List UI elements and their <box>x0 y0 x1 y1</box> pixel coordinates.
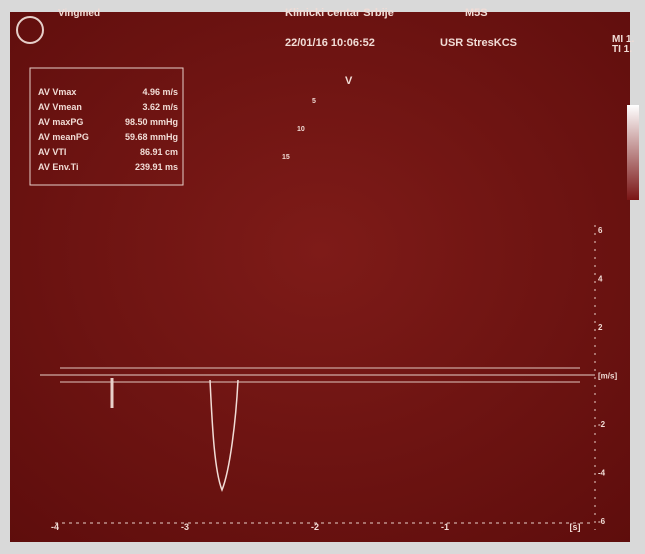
depth-label: 5 <box>312 98 316 105</box>
ultrasound-screen: Vingmed Klinicki centar Srbije 22/01/16 10… <box>0 0 645 549</box>
velocity-label: -2 <box>598 420 606 429</box>
measurement-value: 4.96 m/s <box>142 87 178 97</box>
probe: M5S <box>465 7 488 19</box>
measurement-value: 86.91 cm <box>140 147 178 157</box>
measurement-label: AV meanPG <box>38 132 89 142</box>
time-label: [s] <box>570 522 581 532</box>
time-label: -4 <box>51 522 59 532</box>
velocity-label: 6 <box>598 226 603 235</box>
display-area <box>10 12 630 542</box>
measurement-label: AV Vmean <box>38 102 82 112</box>
time-label: -2 <box>311 522 319 532</box>
measurement-value: 98.50 mmHg <box>125 117 178 127</box>
measurement-value: 3.62 m/s <box>142 102 178 112</box>
measurement-label: AV maxPG <box>38 117 83 127</box>
velocity-label: -6 <box>598 517 606 526</box>
system-name: Vingmed <box>58 8 100 19</box>
velocity-label: -4 <box>598 469 606 478</box>
measurement-label: AV Env.Ti <box>38 162 79 172</box>
velocity-label: 2 <box>598 323 603 332</box>
depth-label: 10 <box>297 126 305 133</box>
velocity-label: [m/s] <box>598 372 617 381</box>
measurement-label: AV VTI <box>38 147 66 157</box>
datetime: 22/01/16 10:06:52 <box>285 37 375 49</box>
measurement-label: AV Vmax <box>38 87 76 97</box>
ti: TI 1. <box>612 44 632 55</box>
gray-bar <box>627 105 639 200</box>
measurement-value: 59.68 mmHg <box>125 132 178 142</box>
time-label: -1 <box>441 522 449 532</box>
page: { "header": { "system": "Vingmed", "hosp… <box>0 0 645 549</box>
preset: USR StresKCS <box>440 37 517 49</box>
measurement-value: 239.91 ms <box>135 162 178 172</box>
time-label: -3 <box>181 522 189 532</box>
velocity-label: 4 <box>598 275 603 284</box>
view-label: V <box>345 75 353 87</box>
depth-label: 15 <box>282 154 290 161</box>
hospital: Klinicki centar Srbije <box>285 7 394 19</box>
